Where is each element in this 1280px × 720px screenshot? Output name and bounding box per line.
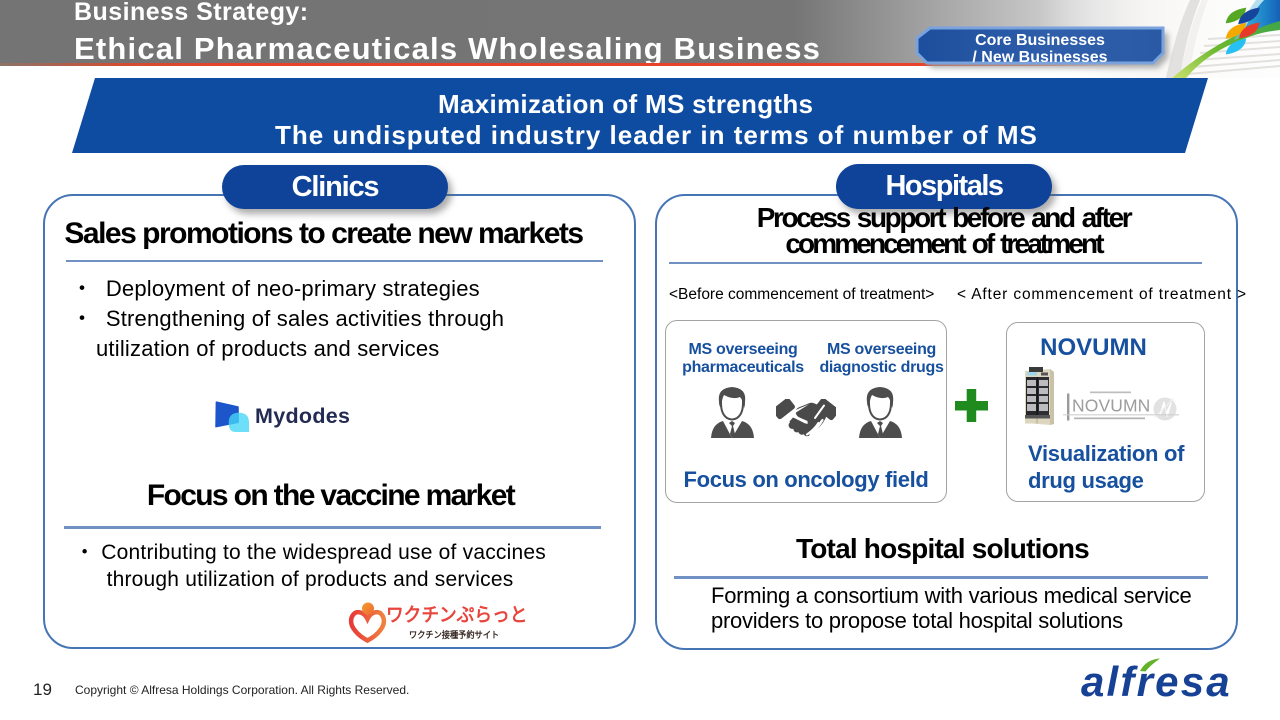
svg-text:alfresa: alfresa bbox=[1081, 658, 1230, 702]
svg-text:NOVUMN: NOVUMN bbox=[1072, 396, 1150, 416]
svg-text:Core Businesses: Core Businesses bbox=[975, 32, 1105, 49]
svg-text:/ New Businesses: / New Businesses bbox=[972, 49, 1107, 66]
